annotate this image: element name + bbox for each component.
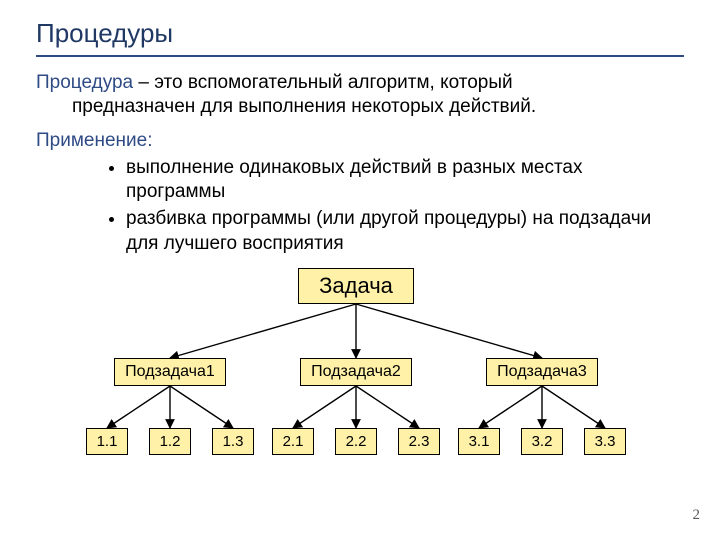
tree-leaf-2-3: 2.3	[398, 428, 440, 455]
tree-leaf-1-2: 1.2	[149, 428, 191, 455]
title-underline	[36, 55, 684, 57]
tree-leaf-1-3: 1.3	[212, 428, 254, 455]
intro-paragraph: Процедура – это вспомогательный алгоритм…	[36, 71, 684, 120]
tree-leaf-3-3: 3.3	[584, 428, 626, 455]
intro-term: Процедура	[36, 72, 133, 93]
application-label: Применение:	[36, 130, 684, 152]
page-number: 2	[693, 507, 701, 524]
tree-leaf-3-2: 3.2	[521, 428, 563, 455]
application-list: выполнение одинаковых действий в разных …	[36, 156, 684, 257]
task-tree-diagram: Задача Подзадача1 Подзадача2 Подзадача3 1.1 1…	[36, 268, 684, 498]
intro-rest-1: – это вспомогательный алгоритм, который	[133, 72, 513, 93]
tree-leaf-1-1: 1.1	[86, 428, 128, 455]
list-item: выполнение одинаковых действий в разных …	[126, 156, 684, 205]
list-item: разбивка программы (или другой процедуры…	[126, 207, 684, 256]
tree-leaf-2-1: 2.1	[272, 428, 314, 455]
intro-rest-2: предназначен для выполнения некоторых де…	[72, 95, 684, 119]
tree-mid-3: Подзадача3	[486, 358, 598, 386]
slide-title: Процедуры	[36, 18, 684, 49]
tree-mid-1: Подзадача1	[114, 358, 226, 386]
tree-root: Задача	[298, 268, 414, 304]
tree-mid-2: Подзадача2	[300, 358, 412, 386]
tree-leaf-2-2: 2.2	[335, 428, 377, 455]
tree-leaf-3-1: 3.1	[458, 428, 500, 455]
